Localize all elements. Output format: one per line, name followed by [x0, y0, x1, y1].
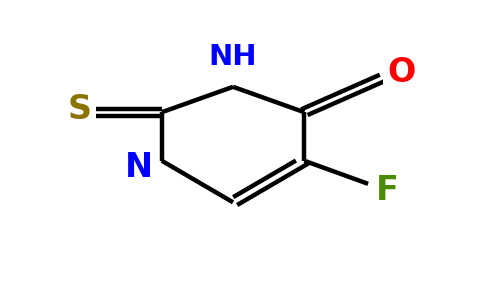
- Text: F: F: [376, 174, 398, 207]
- Text: S: S: [67, 93, 91, 126]
- Text: N: N: [125, 151, 153, 184]
- Text: O: O: [388, 56, 416, 89]
- Text: NH: NH: [209, 43, 257, 71]
